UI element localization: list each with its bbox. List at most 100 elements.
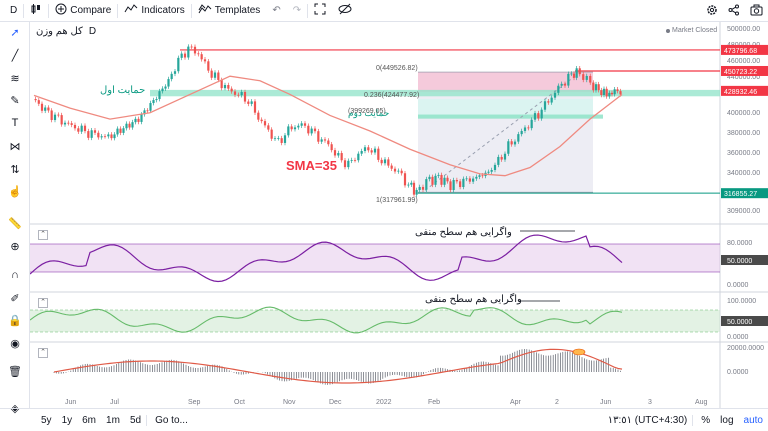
auto-toggle[interactable]: auto [743,415,763,426]
chart-area[interactable]: 50.0000 80.0000 0.0000 50.0000 100.0000 0.00… [29,22,768,408]
stay-drawing-tool[interactable]: ✐ [7,290,23,306]
trash-tool[interactable]: 🗑 [7,363,23,379]
candle-body [213,72,217,78]
macd-pane-toggle[interactable]: ⌃ [38,348,48,358]
fib-icon: ≋ [10,72,20,85]
prediction-tool[interactable]: ⇅ [7,161,23,177]
candle-body [170,73,173,80]
redo-button[interactable]: ↷ [287,0,307,22]
rsi-pane: 50.0000 80.0000 0.0000 [29,230,768,289]
snapshot-button[interactable] [745,0,768,22]
osc-pane-toggle[interactable]: ⌃ [38,298,48,308]
goto-button[interactable]: Go to... [146,414,193,426]
candle-body [446,177,449,182]
oscillator-pane: 50.0000 100.0000 0.0000 [29,298,768,341]
rsi-value-text: 50.0000 [727,258,752,265]
hide-drawings-button[interactable] [332,0,358,22]
candle-body [257,112,260,120]
rsi-pane-toggle[interactable]: ⌃ [38,230,48,240]
candle-body [313,128,317,132]
price-label-text: 316855.27 [724,191,757,198]
symbol-name: کل هم وزن [36,26,83,37]
status-dot-icon [666,28,670,33]
candle-body [273,138,277,140]
lock-tool[interactable]: 🔒 [7,312,23,328]
range-5y[interactable]: 5y [41,414,52,426]
timezone-label[interactable]: ١٣:٥١ (UTC+4:30) [607,415,688,426]
templates-button[interactable]: Templates [192,0,267,22]
candle-body [619,91,622,95]
chart-type-button[interactable] [24,0,48,22]
candle-body [530,119,533,129]
candle-body [350,159,353,161]
candle-body [60,115,63,125]
range-6m[interactable]: 6m [82,414,97,426]
gann-fib-tool[interactable]: ≋ [7,70,23,86]
log-toggle[interactable]: log [720,415,734,426]
compare-button[interactable]: Compare [49,0,117,22]
candle-body [303,123,307,126]
trendline-tool[interactable]: ╱ [7,47,23,63]
candle-body [431,176,434,185]
candle-body [513,141,517,145]
percent-toggle[interactable]: % [692,415,715,426]
candle-body [582,74,585,80]
icons-tool[interactable]: ☝ [7,183,23,199]
price-tick-label: 340000.00 [727,170,760,177]
measure-tool[interactable]: 📏 [7,215,23,231]
candle-body [585,75,588,80]
hide-tool[interactable]: ◉ [7,335,23,351]
share-button[interactable] [723,0,745,22]
range-1y[interactable]: 1y [61,414,73,426]
fullscreen-button[interactable] [308,0,332,22]
candle-body [260,119,263,122]
candle-body [230,88,233,92]
candle-body [103,136,107,138]
interval-button[interactable]: D [0,0,23,22]
candle-body [122,128,125,133]
price-tick-label: 400000.00 [727,110,760,117]
candle-body [360,151,363,154]
indicators-icon [124,3,138,18]
price-label-badge [721,188,768,199]
osc-value-text: 50.0000 [727,319,752,326]
candle-body [533,113,537,120]
chart-canvas[interactable]: 50.0000 80.0000 0.0000 50.0000 100.0000 0.00… [29,22,768,408]
magnet-tool[interactable]: ∩ [7,267,23,283]
candle-body [367,147,370,151]
range-1m[interactable]: 1m [106,414,120,426]
cursor-icon: ➚ [10,26,20,39]
candle-body [97,132,100,138]
settings-button[interactable] [701,0,723,22]
eye-slash-icon [338,3,352,18]
candle-body [428,176,431,180]
symbol-interval: D [88,26,97,37]
price-label-text: 450723.22 [724,69,757,76]
candle-body [407,184,410,186]
symbol-legend[interactable]: کل هم وزن D [36,26,96,37]
fib-trend-line [424,75,576,191]
candle-body [537,113,540,119]
candle-body [567,73,570,86]
indicators-button[interactable]: Indicators [118,0,190,22]
redo-icon: ↷ [292,5,302,16]
osc-band [30,310,720,332]
undo-button[interactable]: ↶ [266,0,286,22]
cursor-tool[interactable]: ➚ [7,24,23,40]
macd-pane: 20000.0000 0.0000 [53,345,764,385]
undo-icon: ↶ [272,5,281,16]
camera-icon [750,4,763,19]
macd-tick-label: 20000.0000 [727,345,764,352]
candle-body [125,123,128,129]
pattern-tool[interactable]: ⋈ [7,138,23,154]
candle-body [240,91,243,96]
magnet-icon: ∩ [11,269,19,281]
zoom-tool[interactable]: ⊕ [7,238,23,254]
candle-body [400,170,403,174]
brush-tool[interactable]: ✎ [7,92,23,108]
fib-bottom-label: 1(317961.99) [376,197,418,204]
text-icon: T [11,117,19,129]
text-tool[interactable]: T [7,115,23,131]
range-5d[interactable]: 5d [129,414,142,426]
